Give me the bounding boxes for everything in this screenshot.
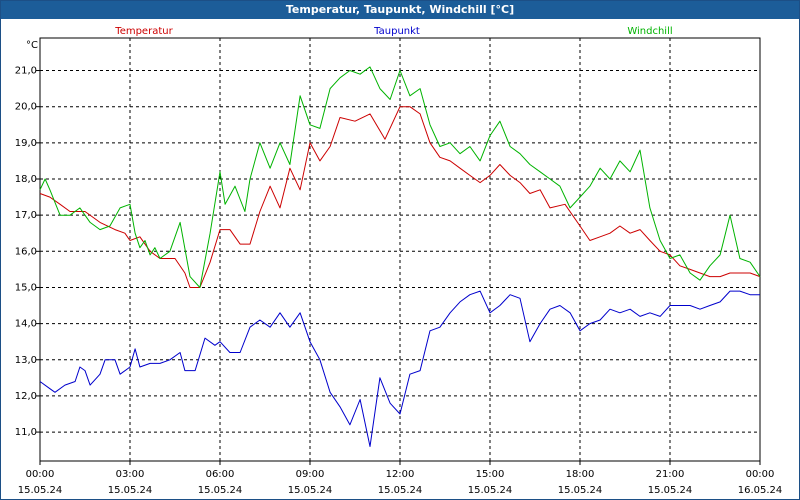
x-tick-date-label: 15.05.24 xyxy=(108,485,153,496)
y-tick-label: 13,0 xyxy=(15,355,37,366)
y-tick-label: 19,0 xyxy=(15,138,37,149)
legend: Temperatur Taupunkt Windchill xyxy=(114,26,672,37)
series-line-windchill xyxy=(39,66,761,288)
y-tick-label: 18,0 xyxy=(15,174,37,185)
x-tick-date-label: 15.05.24 xyxy=(558,485,603,496)
y-tick-label: 14,0 xyxy=(15,319,37,330)
x-tick-date-label: 15.05.24 xyxy=(648,485,693,496)
series-line-temperatur xyxy=(39,106,761,288)
legend-entry-taupunkt: Taupunkt xyxy=(373,26,420,37)
y-tick-label: 17,0 xyxy=(15,210,37,221)
y-axis-ticks: 11,0 12,0 13,0 14,0 15,0 16,0 17,0 18,0 19,0 20,0… xyxy=(15,66,40,438)
grid-lines xyxy=(40,38,760,461)
window-title: Temperatur, Taupunkt, Windchill [°C] xyxy=(1,1,799,19)
y-tick-label: 15,0 xyxy=(15,282,37,293)
x-tick-time-label: 03:00 xyxy=(116,469,145,480)
x-tick-date-label: 16.05.24 xyxy=(738,485,783,496)
y-tick-label: 20,0 xyxy=(15,102,37,113)
x-axis-ticks: 00:00 15.05.24 03:00 15.05.24 06:00 15.05.24 0… xyxy=(18,461,783,496)
x-tick-time-label: 12:00 xyxy=(386,469,415,480)
x-tick-date-label: 15.05.24 xyxy=(288,485,333,496)
x-tick-time-label: 15:00 xyxy=(476,469,505,480)
series-lines xyxy=(39,66,761,447)
x-tick-date-label: 15.05.24 xyxy=(198,485,243,496)
y-axis-label: °C xyxy=(26,40,38,51)
y-tick-label: 16,0 xyxy=(15,246,37,257)
x-tick-time-label: 18:00 xyxy=(566,469,595,480)
legend-entry-temperatur: Temperatur xyxy=(114,26,173,37)
y-tick-label: 21,0 xyxy=(15,66,37,77)
x-tick-time-label: 06:00 xyxy=(206,469,235,480)
x-tick-time-label: 00:00 xyxy=(26,469,55,480)
x-tick-time-label: 09:00 xyxy=(296,469,325,480)
x-tick-date-label: 15.05.24 xyxy=(378,485,423,496)
x-tick-time-label: 21:00 xyxy=(656,469,685,480)
x-tick-date-label: 15.05.24 xyxy=(18,485,63,496)
legend-entry-windchill: Windchill xyxy=(627,26,672,37)
x-tick-date-label: 15.05.24 xyxy=(468,485,513,496)
x-tick-time-label: 00:00 xyxy=(746,469,775,480)
y-tick-label: 12,0 xyxy=(15,391,37,402)
series-line-taupunkt xyxy=(39,290,760,447)
y-tick-label: 11,0 xyxy=(15,427,37,438)
